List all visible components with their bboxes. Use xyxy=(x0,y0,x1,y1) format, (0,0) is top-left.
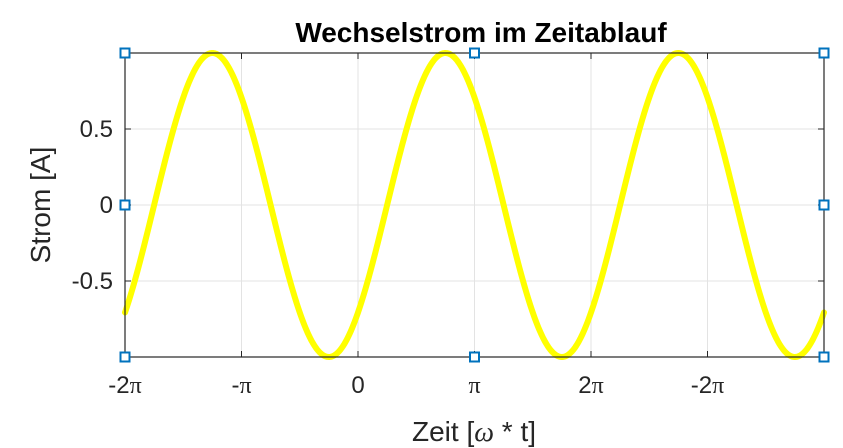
x-tick-label-prefix: - xyxy=(231,372,239,399)
selection-handles[interactable] xyxy=(119,47,830,363)
y-tick-label: 0 xyxy=(100,192,113,219)
x-tick-label: 0 xyxy=(351,372,364,399)
resize-handle[interactable] xyxy=(818,47,830,59)
x-tick-label: -π xyxy=(231,372,251,399)
x-tick-label-symbol: π xyxy=(468,373,480,399)
y-tick-label: 0.5 xyxy=(80,116,113,143)
resize-handle[interactable] xyxy=(818,351,830,363)
x-axis-label: Zeit [ω * t] xyxy=(412,416,536,448)
chart-title: Wechselstrom im Zeitablauf xyxy=(295,17,667,48)
y-tick-label: -0.5 xyxy=(72,268,113,295)
x-tick-label-prefix: 2 xyxy=(578,372,591,399)
x-tick-label-prefix: 0 xyxy=(351,372,364,399)
x-tick-label-symbol: π xyxy=(592,373,604,399)
y-axis-label: Strom [A] xyxy=(25,147,56,264)
resize-handle[interactable] xyxy=(119,199,131,211)
x-tick-label-prefix: -2 xyxy=(108,372,129,399)
resize-handle[interactable] xyxy=(119,47,131,59)
series-line-0 xyxy=(122,50,827,360)
x-tick-label: -2π xyxy=(691,372,724,399)
resize-handle[interactable] xyxy=(469,47,480,59)
resize-handle[interactable] xyxy=(469,351,480,363)
x-tick-labels: -2π -π 0 π 2π -2π xyxy=(108,372,724,399)
x-tick-label-symbol: π xyxy=(712,373,724,399)
resize-handle[interactable] xyxy=(818,199,830,211)
resize-handle[interactable] xyxy=(119,351,131,363)
x-tick-label-symbol: π xyxy=(239,373,251,399)
x-tick-label: -2π xyxy=(108,372,141,399)
x-tick-label-symbol: π xyxy=(130,373,142,399)
y-tick-labels: 0.5 0 -0.5 xyxy=(72,116,113,295)
plot-area xyxy=(122,50,827,360)
x-tick-label-prefix: -2 xyxy=(691,372,712,399)
x-tick-label: π xyxy=(468,373,480,399)
x-tick-label: 2π xyxy=(578,372,603,399)
